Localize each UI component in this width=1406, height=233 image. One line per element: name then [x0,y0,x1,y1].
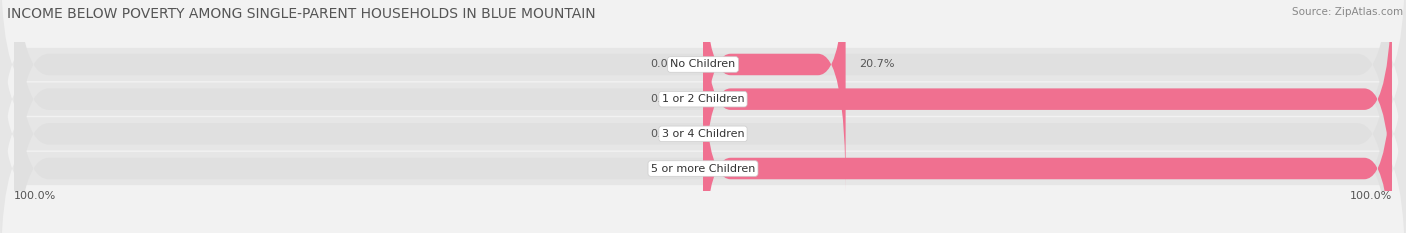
FancyBboxPatch shape [14,6,1392,233]
FancyBboxPatch shape [703,0,845,192]
FancyBboxPatch shape [14,0,1392,233]
Text: 5 or more Children: 5 or more Children [651,164,755,174]
Text: 0.0%: 0.0% [651,94,679,104]
FancyBboxPatch shape [0,12,1406,233]
Text: No Children: No Children [671,59,735,69]
FancyBboxPatch shape [14,0,1392,233]
Text: 0.0%: 0.0% [651,59,679,69]
Text: 1 or 2 Children: 1 or 2 Children [662,94,744,104]
FancyBboxPatch shape [0,0,1406,187]
Text: 3 or 4 Children: 3 or 4 Children [662,129,744,139]
Text: Source: ZipAtlas.com: Source: ZipAtlas.com [1292,7,1403,17]
FancyBboxPatch shape [14,0,1392,227]
Text: 100.0%: 100.0% [14,191,56,201]
Text: 0.0%: 0.0% [651,164,679,174]
FancyBboxPatch shape [0,0,1406,221]
FancyBboxPatch shape [703,0,1392,227]
Text: 0.0%: 0.0% [717,129,745,139]
FancyBboxPatch shape [703,41,1392,233]
Text: INCOME BELOW POVERTY AMONG SINGLE-PARENT HOUSEHOLDS IN BLUE MOUNTAIN: INCOME BELOW POVERTY AMONG SINGLE-PARENT… [7,7,596,21]
FancyBboxPatch shape [0,46,1406,233]
Text: 100.0%: 100.0% [1350,191,1392,201]
Text: 0.0%: 0.0% [651,129,679,139]
Text: 20.7%: 20.7% [859,59,894,69]
